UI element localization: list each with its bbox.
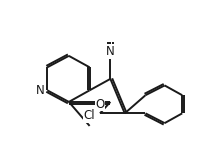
Text: Cl: Cl (84, 109, 95, 122)
Text: N: N (106, 45, 115, 58)
Text: N: N (36, 84, 44, 97)
Text: O: O (95, 97, 105, 111)
